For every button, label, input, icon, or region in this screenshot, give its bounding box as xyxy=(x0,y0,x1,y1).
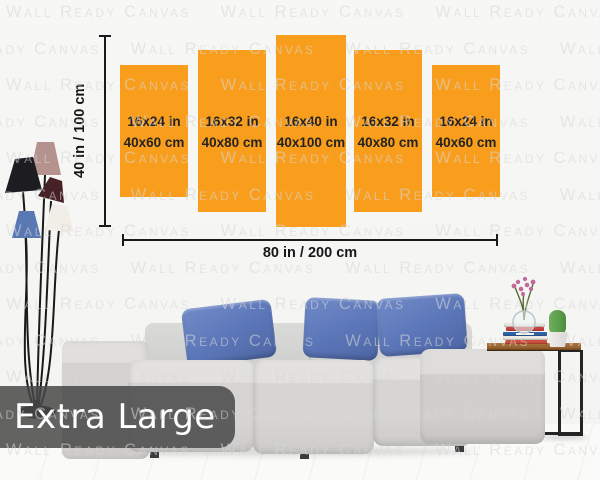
panel-3-size-label: 16x40 in 40x100 cm xyxy=(276,111,346,153)
throw-pillow-left xyxy=(180,298,278,368)
panel-1-cm: 40x60 cm xyxy=(123,135,185,150)
flower-vase xyxy=(511,276,536,334)
sofa-ottoman-right xyxy=(420,349,545,444)
sofa-leg xyxy=(455,444,464,452)
sofa-seat-cushion-2 xyxy=(253,360,374,454)
canvas-panel-2: 16x32 in 40x80 cm xyxy=(198,50,266,212)
book xyxy=(505,340,547,344)
table-top xyxy=(487,343,581,351)
cactus-pot xyxy=(547,332,568,347)
table-metal-frame xyxy=(558,350,583,436)
book xyxy=(503,335,548,340)
canvas-panel-5: 16x24 in 40x60 cm xyxy=(432,65,500,197)
panel-5-size-label: 16x24 in 40x60 cm xyxy=(432,111,500,153)
cactus xyxy=(549,310,566,334)
flower-blossoms xyxy=(511,276,536,296)
lamp-shade-blue xyxy=(12,211,41,238)
lamp-shade-black xyxy=(5,157,42,193)
panel-4-inches: 16x32 in xyxy=(361,114,415,129)
panel-2-size-label: 16x32 in 40x80 cm xyxy=(198,111,266,153)
panel-1-size-label: 16x24 in 40x60 cm xyxy=(120,111,188,153)
width-dimension-line xyxy=(122,234,498,246)
panel-2-cm: 40x80 cm xyxy=(201,135,263,150)
lamp-shade-maroon xyxy=(38,177,64,203)
sofa-leg xyxy=(300,451,309,459)
width-dimension-label: 80 in / 200 cm xyxy=(262,245,358,261)
size-diagram: 40 in / 100 cm 80 in / 200 cm 16x24 in 4… xyxy=(72,35,500,261)
panel-5-cm: 40x60 cm xyxy=(435,135,497,150)
panel-4-size-label: 16x32 in 40x80 cm xyxy=(354,111,422,153)
height-dimension-line xyxy=(99,35,111,227)
throw-pillow-right xyxy=(376,293,468,357)
lamp-shade-white xyxy=(45,204,74,232)
panel-1-inches: 16x24 in xyxy=(127,114,181,129)
lamp-shade-mauve xyxy=(30,142,61,175)
panel-3-inches: 16x40 in xyxy=(284,114,338,129)
canvas-panel-3: 16x40 in 40x100 cm xyxy=(276,35,346,227)
table-shadow xyxy=(540,435,588,440)
size-badge-label: Extra Large xyxy=(14,397,216,437)
canvas-panel-4: 16x32 in 40x80 cm xyxy=(354,50,422,212)
panel-3-cm: 40x100 cm xyxy=(276,135,346,150)
sofa-leg xyxy=(150,450,159,458)
panel-5-inches: 16x24 in xyxy=(439,114,493,129)
glass-vase xyxy=(512,310,536,334)
canvas-panel-1: 16x24 in 40x60 cm xyxy=(120,65,188,197)
size-badge: Extra Large xyxy=(0,386,235,448)
panel-4-cm: 40x80 cm xyxy=(357,135,419,150)
throw-pillow-middle xyxy=(302,297,381,361)
panel-2-inches: 16x32 in xyxy=(205,114,259,129)
